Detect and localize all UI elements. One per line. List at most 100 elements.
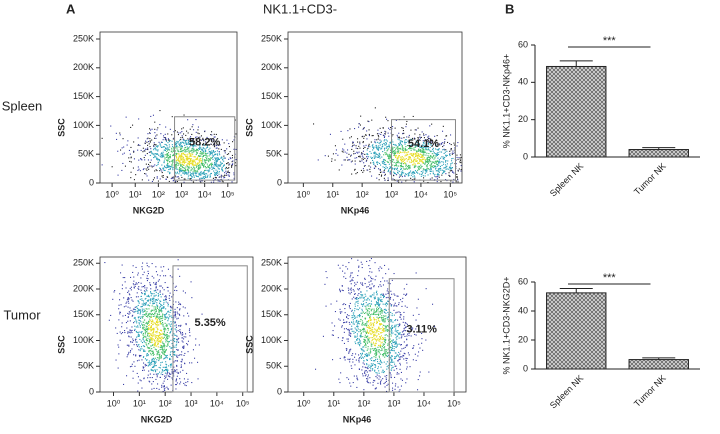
event-dot bbox=[438, 153, 440, 155]
event-dot bbox=[149, 151, 151, 153]
event-dot bbox=[377, 138, 379, 140]
event-dot bbox=[415, 129, 417, 131]
event-dot bbox=[219, 165, 221, 167]
event-dot bbox=[383, 347, 385, 349]
event-dot bbox=[367, 346, 369, 348]
event-dot bbox=[341, 289, 343, 291]
event-dot bbox=[147, 334, 149, 336]
event-dot bbox=[142, 332, 144, 334]
event-dot bbox=[115, 327, 117, 329]
event-dot bbox=[155, 324, 157, 326]
event-dot bbox=[168, 335, 170, 337]
event-dot bbox=[136, 307, 138, 309]
event-dot bbox=[439, 144, 441, 146]
event-dot bbox=[438, 164, 440, 166]
event-dot bbox=[401, 159, 403, 161]
event-dot bbox=[384, 149, 386, 151]
event-dot bbox=[152, 351, 154, 353]
event-dot bbox=[358, 145, 360, 147]
event-dot bbox=[355, 359, 357, 361]
event-dot bbox=[130, 156, 132, 158]
event-dot bbox=[436, 178, 438, 180]
event-dot bbox=[179, 383, 181, 385]
event-dot bbox=[339, 382, 341, 384]
event-dot bbox=[186, 159, 188, 161]
event-dot bbox=[151, 337, 153, 339]
event-dot bbox=[430, 167, 432, 169]
event-dot bbox=[146, 364, 148, 366]
event-dot bbox=[202, 152, 204, 154]
event-dot bbox=[159, 307, 161, 309]
event-dot bbox=[405, 163, 407, 165]
event-dot bbox=[409, 146, 411, 148]
event-dot bbox=[133, 308, 135, 310]
event-dot bbox=[418, 149, 420, 151]
event-dot bbox=[371, 343, 373, 345]
event-dot bbox=[180, 168, 182, 170]
event-dot bbox=[151, 369, 153, 371]
event-dot bbox=[221, 139, 223, 141]
event-dot bbox=[368, 321, 370, 323]
event-dot bbox=[404, 148, 406, 150]
event-dot bbox=[165, 301, 167, 303]
event-dot bbox=[407, 174, 409, 176]
event-dot bbox=[211, 164, 213, 166]
event-dot bbox=[430, 170, 432, 172]
event-dot bbox=[146, 308, 148, 310]
event-dot bbox=[376, 313, 378, 315]
event-dot bbox=[398, 155, 400, 157]
event-dot bbox=[408, 151, 410, 153]
event-dot bbox=[357, 343, 359, 345]
event-dot bbox=[364, 371, 366, 373]
event-dot bbox=[176, 335, 178, 337]
event-dot bbox=[195, 149, 197, 151]
event-dot bbox=[218, 158, 220, 160]
event-dot bbox=[373, 313, 375, 315]
event-dot bbox=[332, 334, 334, 336]
event-dot bbox=[399, 175, 401, 177]
event-dot bbox=[223, 155, 225, 157]
event-dot bbox=[437, 157, 439, 159]
event-dot bbox=[128, 344, 130, 346]
event-dot bbox=[126, 375, 128, 377]
event-dot bbox=[234, 119, 236, 121]
event-dot bbox=[408, 168, 410, 170]
event-dot bbox=[156, 369, 158, 371]
event-dot bbox=[356, 151, 358, 153]
event-dot bbox=[179, 171, 181, 173]
event-dot bbox=[183, 133, 185, 135]
event-dot bbox=[150, 148, 152, 150]
event-dot bbox=[171, 159, 173, 161]
event-dot bbox=[149, 141, 151, 143]
event-dot bbox=[457, 158, 459, 160]
event-dot bbox=[130, 336, 132, 338]
event-dot bbox=[170, 309, 172, 311]
event-dot bbox=[367, 338, 369, 340]
event-dot bbox=[181, 170, 183, 172]
event-dot bbox=[167, 311, 169, 313]
event-dot bbox=[194, 164, 196, 166]
event-dot bbox=[389, 142, 391, 144]
event-dot bbox=[404, 353, 406, 355]
event-dot bbox=[186, 150, 188, 152]
event-dot bbox=[121, 169, 123, 171]
event-dot bbox=[383, 163, 385, 165]
event-dot bbox=[132, 340, 134, 342]
event-dot bbox=[422, 144, 424, 146]
event-dot bbox=[365, 302, 367, 304]
event-dot bbox=[349, 358, 351, 360]
event-dot bbox=[411, 154, 413, 156]
event-dot bbox=[181, 135, 183, 137]
event-dot bbox=[399, 151, 401, 153]
event-dot bbox=[148, 295, 150, 297]
event-dot bbox=[174, 175, 176, 177]
event-dot bbox=[193, 160, 195, 162]
event-dot bbox=[143, 304, 145, 306]
event-dot bbox=[158, 388, 160, 390]
event-dot bbox=[161, 323, 163, 325]
event-dot bbox=[431, 161, 433, 163]
event-dot bbox=[142, 337, 144, 339]
event-dot bbox=[160, 155, 162, 157]
event-dot bbox=[369, 319, 371, 321]
event-dot bbox=[368, 135, 370, 137]
